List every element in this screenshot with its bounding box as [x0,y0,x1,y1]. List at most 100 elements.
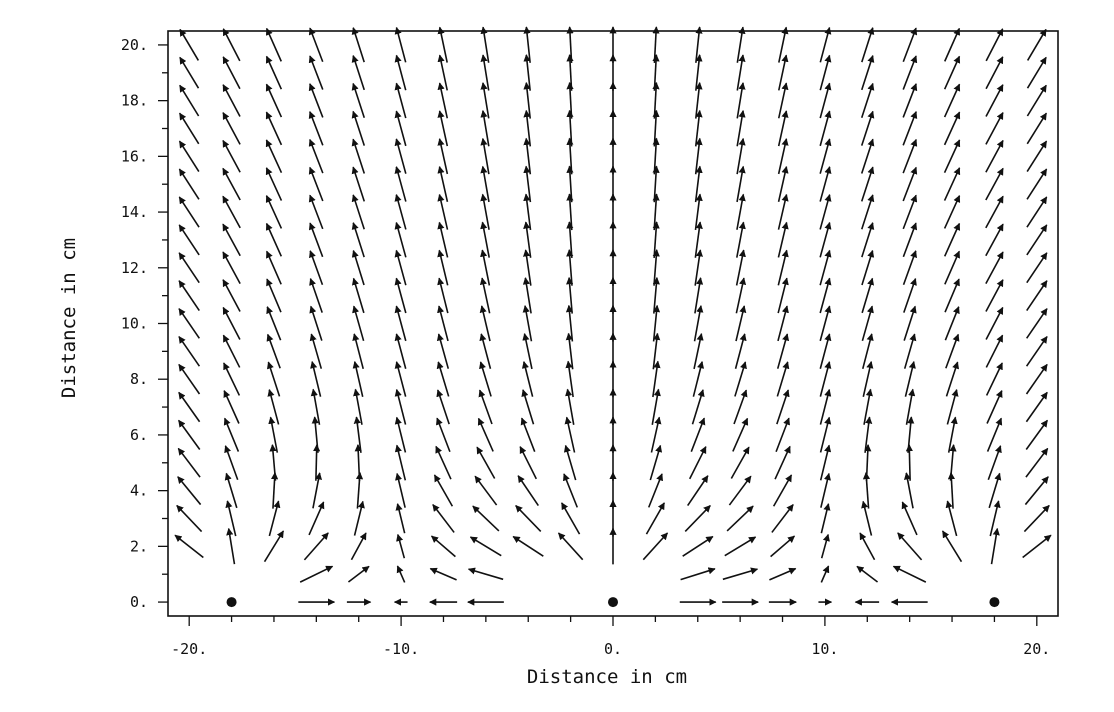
field-arrow [478,389,493,425]
field-arrow [652,249,660,286]
field-arrow [985,28,1004,62]
field-arrow [861,194,875,230]
field-arrow [903,277,917,313]
field-arrow [902,27,918,63]
field-arrow [897,532,923,561]
field-arrow [777,138,789,175]
field-arrow [985,56,1004,90]
field-arrow [652,137,660,175]
y-tick-label: 12. [121,259,148,277]
field-arrow [776,361,790,397]
x-axis-ticks: -20. -10. 0. 10. 20. [171,616,1050,658]
field-arrow [985,306,1004,340]
field-arrow [178,280,200,311]
field-arrow [734,361,747,397]
field-arrow [903,472,914,509]
field-arrow [566,165,574,203]
field-arrow [694,221,703,258]
field-arrow [311,416,319,453]
field-arrow [819,26,832,63]
field-arrow [944,306,960,341]
field-arrow [523,249,532,286]
source-point [226,597,237,608]
field-arrow [266,250,282,285]
field-arrow [480,82,490,119]
field-arrow [1026,112,1048,145]
field-arrow [222,279,241,312]
field-arrow [690,417,706,453]
field-arrow [308,83,324,118]
field-arrow [652,304,661,342]
field-arrow [395,472,406,508]
field-arrow [179,56,200,89]
field-arrow [859,532,876,561]
field-arrow [265,55,283,90]
field-arrow [226,527,236,565]
field-arrow [565,304,574,342]
field-arrow [308,138,324,174]
field-arrow [945,361,960,397]
field-arrow [1026,28,1047,61]
field-arrow [523,137,532,175]
field-arrow [396,533,406,559]
field-arrow [566,276,574,314]
field-arrow [856,565,879,583]
field-arrow [265,167,283,201]
field-arrow [269,444,277,481]
field-arrow [308,27,324,63]
field-arrow [265,195,283,229]
field-arrow [480,221,490,258]
field-arrow [308,194,324,230]
field-arrow [394,361,407,397]
field-arrow [308,222,324,258]
field-arrow [223,362,241,396]
field-arrow [394,444,407,481]
field-arrow [222,111,241,145]
field-arrow [480,193,490,230]
x-tick-label: 10. [811,640,838,658]
field-arrow [1026,140,1048,172]
x-axis-label: Distance in cm [527,666,687,688]
field-arrow [266,361,281,397]
field-arrow [437,26,448,63]
field-arrow [772,474,793,507]
field-arrow [177,476,202,506]
field-arrow [652,332,661,370]
field-arrow [819,444,832,481]
field-arrow [645,502,665,535]
field-arrow [693,305,704,342]
field-arrow [652,276,660,314]
field-arrow [224,472,238,509]
field-arrow [429,567,457,581]
field-arrow [515,505,542,532]
field-arrow [642,532,669,561]
field-arrow [566,193,574,231]
field-arrow [693,333,704,370]
field-arrow [777,277,789,314]
field-arrow [353,388,363,425]
field-arrow [394,82,407,119]
field-arrow [176,504,203,533]
field-arrow [861,305,874,342]
field-arrow [943,195,961,229]
field-arrow [684,505,711,532]
field-arrow [819,166,832,202]
field-arrow [902,83,918,118]
field-arrow [1022,534,1052,559]
field-arrow [901,501,918,536]
field-arrow [1025,391,1048,423]
field-arrow [561,502,581,535]
y-tick-label: 20. [121,36,148,54]
field-arrow [566,81,574,119]
field-arrow [394,54,407,91]
field-arrow [353,416,362,453]
field-arrow [860,138,875,174]
field-arrow [947,416,958,453]
field-arrow [860,110,875,146]
field-arrow [308,55,324,90]
field-arrow [903,333,917,369]
field-arrow [652,193,660,231]
field-arrow [819,221,832,258]
field-arrow [179,28,200,61]
field-arrow [819,361,832,397]
